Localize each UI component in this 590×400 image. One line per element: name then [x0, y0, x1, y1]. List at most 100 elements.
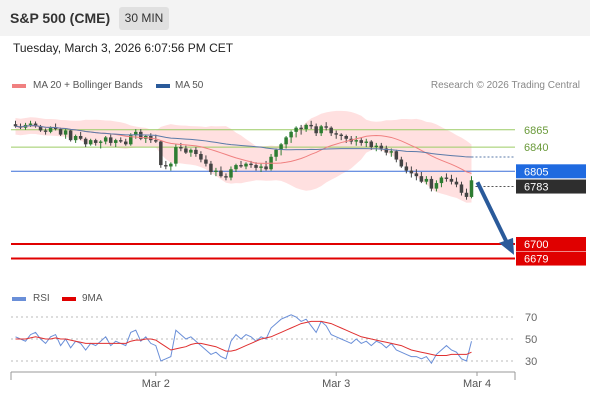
candle-body — [264, 166, 268, 170]
candle-body — [449, 178, 454, 182]
candle-body — [464, 192, 469, 197]
rsi-ma-legend-label: 9MA — [82, 293, 103, 304]
bollinger-legend-swatch — [12, 84, 26, 88]
candle-body — [73, 136, 78, 141]
candle-body — [274, 149, 278, 157]
candle-body — [93, 140, 98, 143]
candle-body — [419, 176, 424, 182]
chart-header: S&P 500 (CME) 30 MIN — [0, 0, 590, 36]
candle-body — [354, 140, 358, 142]
rsi-ma-legend-swatch — [62, 297, 76, 301]
candle-body — [103, 137, 108, 142]
candle-body — [209, 163, 213, 172]
ma50-legend-swatch — [156, 84, 170, 88]
candle-body — [108, 137, 113, 143]
candle-body — [369, 141, 374, 148]
candle-body — [58, 129, 63, 135]
candle-body — [329, 127, 333, 134]
projection-arrow-head — [499, 237, 514, 255]
candle-body — [399, 159, 404, 167]
candle-body — [53, 127, 58, 130]
candle-body — [159, 141, 163, 166]
candle-body — [129, 134, 133, 145]
candle-body — [339, 134, 343, 136]
rsi-line — [15, 314, 472, 365]
candle-body — [194, 149, 198, 154]
candle-body — [244, 163, 248, 167]
candle-body — [113, 140, 118, 143]
timeframe-badge[interactable]: 30 MIN — [119, 7, 169, 30]
candle-body — [38, 126, 43, 131]
candle-body — [179, 147, 183, 149]
candle-body — [429, 178, 434, 189]
candle-body — [28, 123, 33, 125]
candle-body — [434, 183, 439, 189]
candle-body — [123, 141, 128, 145]
x-tick-label-0: Mar 2 — [142, 378, 170, 390]
level-tag-6700 — [516, 237, 586, 251]
candle-body — [359, 140, 364, 143]
rsi-legend-label: RSI — [33, 293, 50, 304]
ma50-legend-label: MA 50 — [175, 80, 204, 91]
candle-body — [459, 184, 464, 193]
candle-body — [289, 131, 293, 138]
candle-body — [389, 151, 394, 153]
candle-body — [164, 165, 168, 167]
candle-body — [469, 180, 474, 197]
candle-body — [83, 138, 88, 145]
candle-body — [344, 136, 348, 139]
candle-body — [254, 165, 258, 168]
candle-body — [249, 163, 253, 166]
candle-body — [68, 130, 73, 141]
level-tag-6805 — [516, 164, 586, 179]
candle-body — [63, 130, 68, 135]
candle-body — [334, 133, 338, 135]
candle-body — [259, 166, 263, 168]
candle-body — [414, 173, 419, 177]
rsi-tick-label-30: 30 — [525, 356, 537, 368]
candle-body — [294, 127, 298, 132]
candle-body — [324, 126, 328, 128]
candle-body — [379, 145, 384, 149]
timestamp: Tuesday, March 3, 2026 6:07:56 PM CET — [13, 41, 234, 55]
candle-body — [174, 147, 178, 164]
level-label-6865: 6865 — [524, 125, 548, 137]
x-tick-label-2: Mar 4 — [463, 378, 491, 390]
level-tag-6679 — [516, 251, 586, 266]
copyright-text: Research © 2026 Trading Central — [430, 80, 580, 91]
candle-body — [184, 148, 188, 153]
candle-body — [284, 137, 288, 145]
candle-body — [214, 170, 218, 172]
candle-body — [309, 124, 313, 127]
candle-body — [13, 124, 18, 127]
candle-body — [224, 176, 228, 178]
rsi-tick-label-70: 70 — [525, 312, 537, 324]
candle-body — [229, 169, 233, 178]
candle-body — [43, 130, 48, 132]
candle-body — [88, 140, 93, 145]
level-tag-6783 — [516, 179, 586, 194]
candle-body — [98, 141, 103, 143]
candle-body — [48, 127, 53, 132]
rsi-tick-label-50: 50 — [525, 334, 537, 346]
candle-body — [299, 127, 303, 130]
level-label-6679: 6679 — [524, 254, 548, 266]
level-label-6805: 6805 — [524, 166, 548, 178]
bollinger-band — [15, 110, 472, 203]
candle-body — [454, 181, 459, 185]
rsi-legend-swatch — [12, 297, 26, 301]
candle-body — [384, 148, 389, 153]
candle-body — [364, 141, 369, 143]
candle-body — [204, 159, 208, 164]
candle-body — [169, 163, 173, 167]
candle-body — [404, 166, 409, 171]
projection-arrow-shaft — [475, 181, 510, 246]
x-tick-label-1: Mar 3 — [322, 378, 350, 390]
instrument-title: S&P 500 (CME) — [10, 10, 111, 26]
candle-body — [394, 151, 399, 160]
candle-body — [424, 178, 429, 182]
candle-body — [118, 140, 123, 142]
candle-body — [319, 126, 323, 134]
rsi-ma-line — [15, 320, 472, 356]
